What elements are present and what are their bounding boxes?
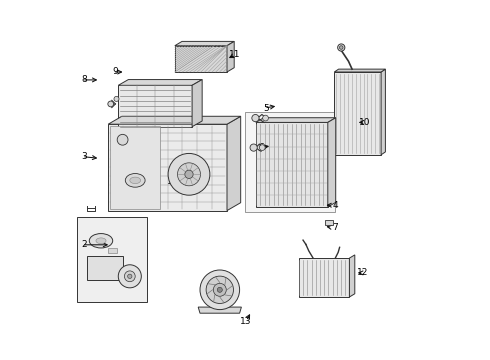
Ellipse shape (125, 174, 145, 187)
Polygon shape (328, 118, 336, 207)
Circle shape (213, 283, 226, 296)
Circle shape (250, 144, 257, 151)
Polygon shape (256, 118, 336, 122)
Polygon shape (227, 41, 234, 72)
Circle shape (185, 170, 193, 179)
Circle shape (127, 274, 132, 279)
Circle shape (118, 265, 141, 288)
Polygon shape (198, 307, 242, 313)
Bar (299, 258, 349, 297)
Circle shape (124, 271, 135, 282)
Circle shape (259, 145, 265, 150)
Ellipse shape (96, 238, 106, 244)
Bar (108, 124, 227, 211)
Polygon shape (192, 80, 202, 127)
Text: 8: 8 (81, 76, 87, 85)
Polygon shape (227, 116, 241, 211)
Text: 9: 9 (113, 68, 118, 77)
Bar (87, 256, 122, 280)
Circle shape (340, 46, 343, 49)
Text: 10: 10 (359, 118, 370, 127)
Polygon shape (381, 69, 386, 155)
Text: 6: 6 (258, 143, 264, 152)
Bar (76, 217, 147, 302)
Polygon shape (175, 41, 234, 46)
Ellipse shape (90, 259, 122, 280)
Ellipse shape (130, 177, 141, 184)
Text: 7: 7 (332, 223, 338, 232)
Circle shape (168, 153, 210, 195)
Circle shape (252, 114, 259, 122)
Circle shape (263, 115, 269, 121)
Text: 11: 11 (229, 50, 241, 59)
Circle shape (206, 276, 233, 303)
Text: 13: 13 (240, 317, 251, 325)
Text: 5: 5 (264, 104, 270, 112)
Circle shape (114, 96, 119, 102)
Ellipse shape (89, 234, 113, 248)
Bar (110, 126, 160, 209)
Polygon shape (349, 255, 355, 297)
Circle shape (108, 101, 114, 107)
Bar (256, 122, 328, 207)
Bar (175, 46, 227, 72)
Bar (118, 85, 192, 127)
Circle shape (200, 270, 240, 310)
Circle shape (177, 163, 200, 186)
Bar (108, 248, 117, 253)
Bar (334, 72, 381, 155)
Text: 4: 4 (333, 201, 339, 210)
Text: 2: 2 (82, 240, 87, 249)
Circle shape (217, 287, 222, 292)
Polygon shape (108, 116, 241, 124)
Bar (245, 112, 335, 212)
Circle shape (117, 134, 128, 145)
Polygon shape (118, 80, 202, 85)
Circle shape (338, 44, 345, 51)
Text: 12: 12 (357, 269, 368, 277)
Text: 3: 3 (81, 152, 87, 161)
Bar (325, 220, 333, 225)
Polygon shape (334, 69, 386, 72)
Text: 1: 1 (167, 177, 173, 186)
